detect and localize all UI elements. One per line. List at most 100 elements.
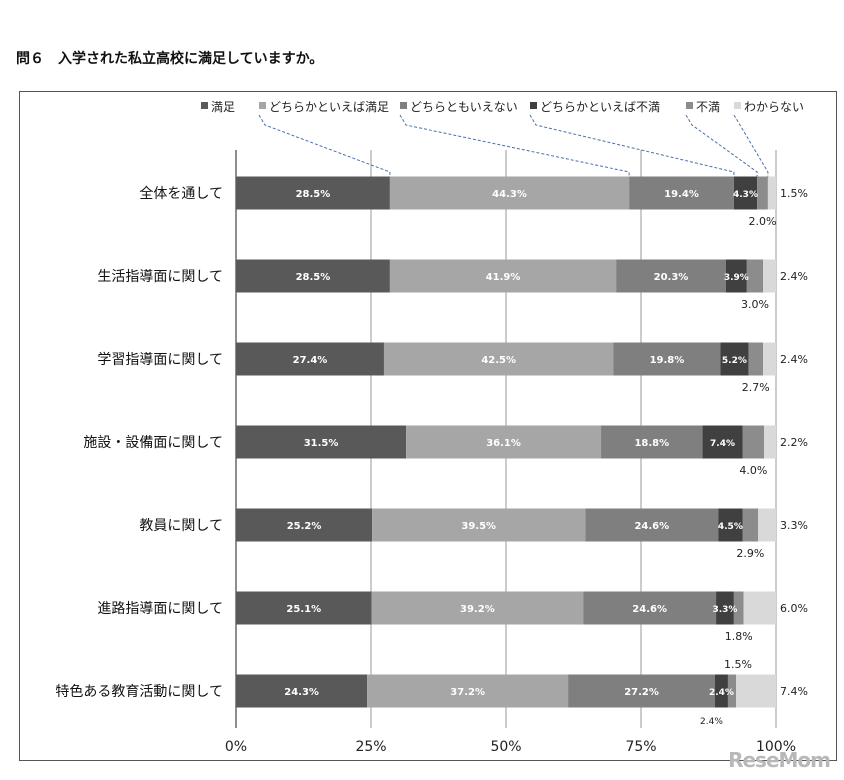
bar-segment xyxy=(389,176,630,210)
legend-label: どちらともいえない xyxy=(410,100,518,114)
data-label: 2.9% xyxy=(736,547,764,560)
bar-segment xyxy=(758,508,776,542)
bar-segment xyxy=(736,674,776,708)
legend-label: 不満 xyxy=(696,100,720,114)
bar-segment xyxy=(763,259,776,293)
bar-segment xyxy=(714,674,728,708)
data-label: 3.3% xyxy=(780,519,808,532)
bar-segment xyxy=(733,591,744,625)
legend-leader-line xyxy=(399,114,630,177)
data-label: 25.1% xyxy=(286,604,321,615)
bar-segment xyxy=(725,259,747,293)
data-label: 42.5% xyxy=(481,355,516,366)
bar-segment xyxy=(746,259,764,293)
bar-segment xyxy=(763,342,776,376)
data-label: 3.9% xyxy=(724,273,749,283)
category-label: 生活指導面に関して xyxy=(97,269,223,285)
data-label: 7.4% xyxy=(780,685,808,698)
data-label: 2.7% xyxy=(742,381,770,394)
data-label: 19.8% xyxy=(650,355,685,366)
data-label: 1.8% xyxy=(725,630,753,643)
bar-segment xyxy=(742,508,759,542)
data-label: 3.3% xyxy=(712,605,737,615)
legend-swatch xyxy=(686,102,693,109)
data-label: 2.4% xyxy=(709,688,734,698)
data-label: 2.0% xyxy=(749,215,777,228)
legend-label: わからない xyxy=(744,100,804,114)
data-label: 31.5% xyxy=(304,438,339,449)
bar-segment xyxy=(613,342,721,376)
data-label: 2.2% xyxy=(780,436,808,449)
bar-segment xyxy=(585,508,719,542)
bar-segment xyxy=(764,425,776,459)
data-label: 2.4% xyxy=(700,717,723,727)
legend-label: どちらかといえば不満 xyxy=(540,100,660,114)
bar-segment xyxy=(406,425,602,459)
bar-segment xyxy=(371,591,584,625)
bar-segment xyxy=(601,425,703,459)
bar-segment xyxy=(629,176,734,210)
data-label: 5.2% xyxy=(722,356,747,366)
legend-swatch xyxy=(201,102,208,109)
bar-segment xyxy=(389,259,617,293)
category-label: 施設・設備面に関して xyxy=(83,435,223,451)
x-tick-label: 0% xyxy=(225,739,247,755)
legend-swatch xyxy=(734,102,741,109)
x-tick-label: 25% xyxy=(355,739,386,755)
category-label: 教員に関して xyxy=(139,518,223,534)
stacked-bar-chart: 0% 25% 50% 75% 100% 満足 どちらかといえば満足 どちらともいえない どちらか… xyxy=(55,100,808,755)
data-label: 24.6% xyxy=(632,604,667,615)
bar-segment xyxy=(236,591,372,625)
data-label: 4.3% xyxy=(733,190,758,200)
data-label: 3.0% xyxy=(741,298,769,311)
bar-segment xyxy=(702,425,743,459)
category-label: 特色ある教育活動に関して xyxy=(55,683,223,700)
x-tick-label: 100% xyxy=(756,739,796,755)
data-label: 44.3% xyxy=(492,189,527,200)
bar-segment xyxy=(367,674,569,708)
data-label: 19.4% xyxy=(664,189,699,200)
bar-segment xyxy=(757,176,768,210)
legend-swatch xyxy=(259,102,266,109)
data-label: 2.4% xyxy=(780,270,808,283)
bar-segment xyxy=(236,674,368,708)
bar-segment xyxy=(236,259,390,293)
bar-segment xyxy=(616,259,726,293)
bar-segment xyxy=(727,674,737,708)
bar-segment xyxy=(383,342,614,376)
bar-segment xyxy=(720,342,749,376)
data-label: 4.0% xyxy=(739,464,767,477)
bar-segment xyxy=(372,508,586,542)
bar-segment xyxy=(716,591,734,625)
bar-segment xyxy=(236,508,373,542)
chart-frame: 0% 25% 50% 75% 100% 満足 どちらかといえば満足 どちらともいえない どちらか… xyxy=(19,91,837,761)
legend-leader-line xyxy=(685,114,758,177)
data-label: 25.2% xyxy=(287,521,322,532)
data-label: 20.3% xyxy=(654,272,689,283)
legend-leader-line xyxy=(733,114,769,177)
data-label: 4.5% xyxy=(718,522,743,532)
data-label: 24.6% xyxy=(634,521,669,532)
data-label: 18.8% xyxy=(634,438,669,449)
category-label: 学習指導面に関して xyxy=(97,352,223,368)
bar-segment xyxy=(718,508,743,542)
bar-segment xyxy=(743,591,776,625)
bar-segment xyxy=(583,591,717,625)
bar-segment xyxy=(742,425,765,459)
legend-swatch xyxy=(400,102,407,109)
category-label: 全体を通して xyxy=(139,185,223,202)
data-label: 7.4% xyxy=(710,439,735,449)
data-label: 24.3% xyxy=(284,687,319,698)
category-label: 進路指導面に関して xyxy=(97,601,223,617)
bar-segment xyxy=(568,674,715,708)
bar-segment xyxy=(767,176,776,210)
x-tick-label: 75% xyxy=(625,739,656,755)
data-label: 1.5% xyxy=(780,187,808,200)
data-label: 28.5% xyxy=(296,189,331,200)
data-label: 37.2% xyxy=(450,687,485,698)
data-label: 27.4% xyxy=(293,355,328,366)
legend-leader-line xyxy=(258,114,391,177)
legend-label: 満足 xyxy=(211,100,235,114)
data-label: 28.5% xyxy=(296,272,331,283)
x-tick-label: 50% xyxy=(490,739,521,755)
